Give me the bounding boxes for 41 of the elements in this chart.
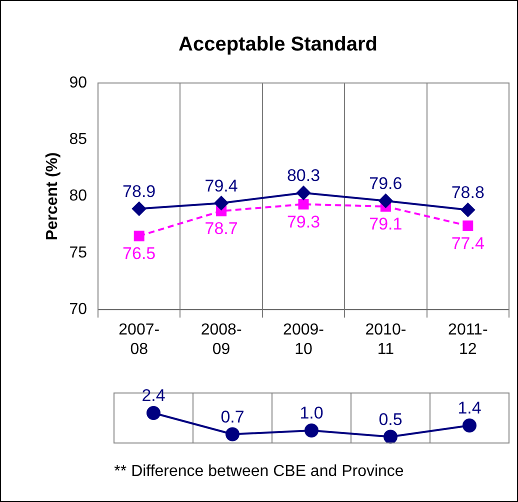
data-label: 78.8	[451, 183, 484, 202]
data-label: 78.9	[122, 182, 156, 201]
point	[134, 230, 144, 242]
point	[384, 430, 398, 444]
data-label: 76.5	[122, 244, 156, 264]
point	[462, 220, 474, 231]
y-tick-label: 75	[69, 244, 88, 262]
data-label: 79.6	[369, 174, 402, 194]
point	[146, 406, 160, 420]
data-label: 79.1	[369, 214, 402, 234]
point	[132, 202, 146, 216]
point	[296, 186, 310, 200]
y-tick-label: 90	[69, 74, 88, 92]
point	[226, 427, 240, 442]
point	[298, 198, 309, 210]
data-label: 1.4	[458, 398, 482, 418]
data-label: 78.7	[204, 219, 238, 238]
y-axis-title: Percent (%)	[44, 152, 62, 240]
data-label: 1.0	[300, 404, 324, 423]
data-label: 77.4	[451, 234, 484, 253]
point	[378, 194, 393, 208]
data-label: 0.5	[378, 410, 402, 429]
x-tick-label: 2011-12	[448, 322, 488, 358]
y-tick-label: 80	[69, 188, 88, 205]
data-label: 2.4	[142, 386, 166, 406]
x-tick-label: 2008-09	[200, 322, 242, 358]
x-tick-label: 2009-10	[283, 322, 324, 358]
y-tick-label: 85	[69, 131, 88, 148]
data-label: 79.4	[204, 176, 238, 196]
point	[214, 196, 228, 210]
point	[460, 202, 475, 217]
data-label: 80.3	[286, 166, 320, 186]
data-label: 0.7	[220, 407, 244, 426]
x-tick-label: 2010-11	[365, 322, 406, 358]
point	[304, 424, 318, 438]
text: ** Difference between CBE and Province	[113, 463, 405, 481]
chart-title: Acceptable Standard	[178, 34, 378, 56]
data-label: 79.3	[286, 212, 320, 232]
x-tick-label: 2007-08	[118, 322, 160, 358]
y-tick-label: 70	[69, 301, 88, 318]
point	[462, 418, 476, 432]
